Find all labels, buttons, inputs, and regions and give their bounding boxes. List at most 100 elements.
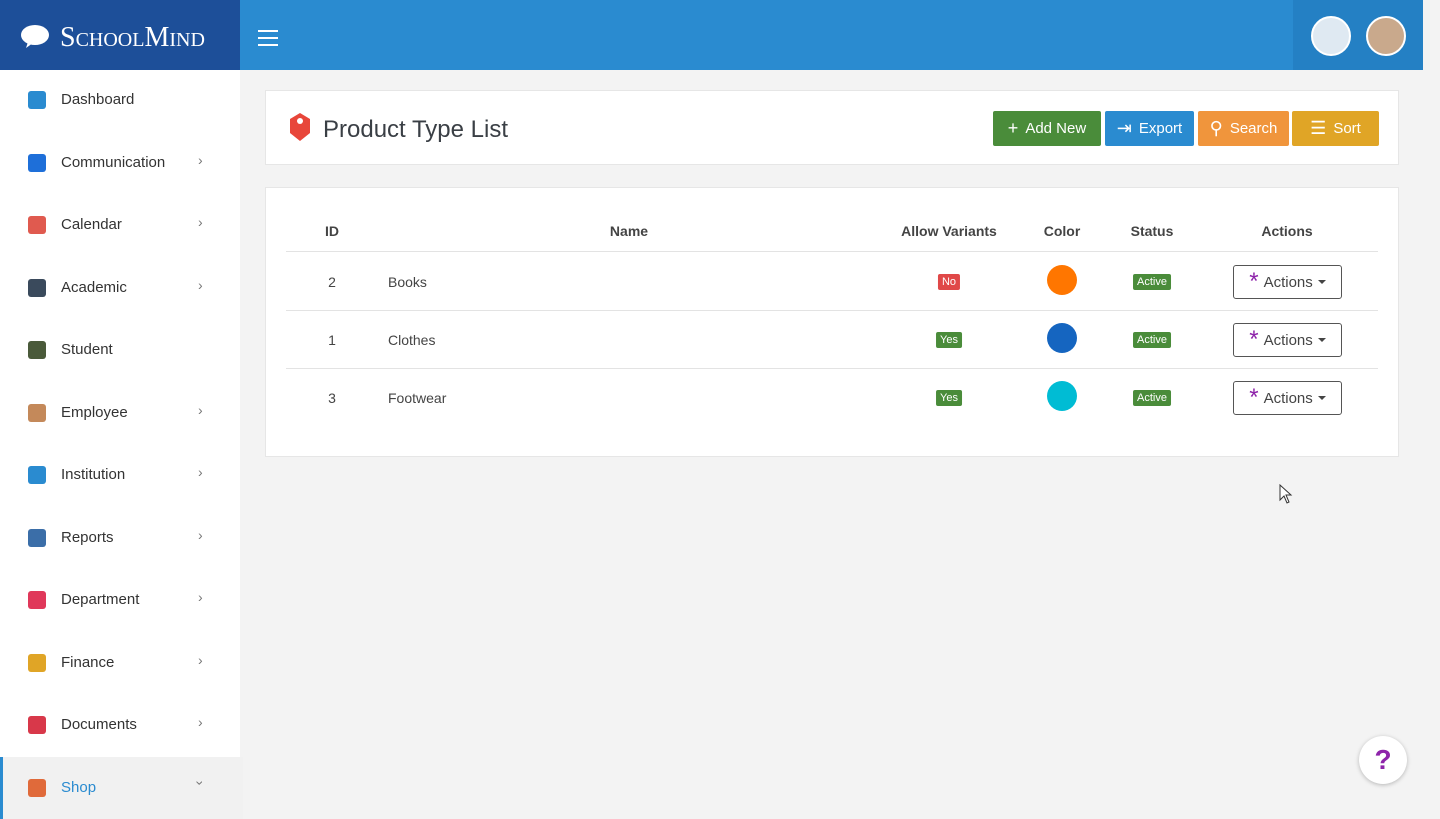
actions-label: Actions [1263,273,1313,291]
nav-icon [28,153,46,172]
nav-icon [28,91,46,109]
nav-label: Finance [61,653,115,671]
button-label: Search [1229,120,1278,137]
button-icon: ⇥ [1116,118,1132,138]
help-button[interactable]: ? [1359,736,1407,784]
button-icon: ⚲ [1209,118,1223,138]
status-badge: Active [1133,390,1171,406]
caret [1317,396,1326,400]
table-card: ID Name Allow Variants Color Status Actions 2 B… [265,187,1399,457]
actions-dropdown[interactable]: * Actions [1233,381,1342,415]
cell-name: Books [388,274,427,290]
nav-icon [28,403,46,422]
nav-icon [28,591,46,609]
nav-item[interactable]: Institution › [0,444,240,506]
variants-badge: Yes [936,332,962,348]
nav-icon [28,278,46,297]
nav-chevron: › [198,276,203,293]
color-swatch [1047,381,1077,411]
actions-dropdown[interactable]: * Actions [1233,323,1342,357]
button-label: Export [1138,120,1183,137]
title-icon [290,113,310,141]
cell-name: Footwear [388,390,447,406]
button-label: Sort [1333,120,1361,137]
nav-label: Shop [61,778,97,796]
nav-label: Department [61,591,140,608]
nav-item[interactable]: Finance › [0,632,240,694]
nav-label: Academic [61,278,127,296]
row-rule [286,368,1378,369]
nav-chevron: › [198,401,203,418]
nav-icon [28,341,46,359]
school-avatar[interactable] [1311,16,1351,56]
nav-label: Dashboard [61,91,135,108]
status-badge: Active [1133,274,1171,290]
sidebar: Dashboard Communication › Calendar › Academic… [0,69,243,819]
user-avatar[interactable] [1366,16,1406,56]
status-badge: Active [1133,332,1171,348]
nav-chevron: › [198,464,203,480]
nav-item[interactable]: Employee › [0,382,240,444]
nav-label: Student [61,341,113,358]
variants-badge: Yes [936,390,962,406]
cursor [1279,484,1293,504]
nav-item[interactable]: Reports › [0,507,240,569]
nav-chevron: › [198,714,203,730]
nav-chevron: › [198,589,203,605]
column-header: Actions [1261,223,1313,239]
nav-chevron: › [192,780,209,785]
nav-item[interactable]: Shop › [0,756,243,819]
column-header: Name [609,223,649,239]
button-icon: + [1007,118,1019,138]
action-button[interactable]: ⇥ Export [1105,111,1194,146]
cell-name: Clothes [388,332,436,348]
brand: SchoolMind [60,22,205,53]
column-header: ID [325,223,339,239]
nav-icon [28,653,46,672]
column-header: Color [1043,223,1081,239]
nav-item[interactable]: Calendar › [0,194,240,256]
nav-item[interactable]: Communication › [0,132,240,194]
header-rule [286,251,1378,252]
color-swatch [1047,265,1077,295]
nav-icon [28,466,46,484]
action-button[interactable]: + Add New [993,111,1101,146]
caret [1317,338,1326,342]
nav-label: Reports [61,528,114,546]
logo-icon [21,25,49,48]
nav-label: Communication [61,153,166,171]
nav-chevron: › [198,651,203,668]
cell-id: 3 [328,390,336,406]
cell-id: 1 [328,332,336,348]
nav-icon [28,778,46,797]
actions-label: Actions [1263,331,1313,349]
cell-id: 2 [328,274,336,290]
logo: SchoolMind [0,0,240,70]
action-button[interactable]: ☰ Sort [1292,111,1379,146]
actions-label: Actions [1263,389,1313,407]
color-swatch [1047,323,1077,353]
button-label: Add New [1025,120,1087,137]
page-title: Product Type List [323,116,508,143]
nav-item[interactable]: Department › [0,569,240,631]
page-header: Product Type List + Add New ⇥ Export ⚲ Search… [265,90,1399,165]
nav-item[interactable]: Student [0,319,240,381]
actions-icon: * [1249,384,1259,411]
nav-item[interactable]: Academic › [0,257,240,319]
nav-chevron: › [198,526,203,543]
nav-item[interactable]: Documents › [0,694,240,756]
action-button[interactable]: ⚲ Search [1198,111,1289,146]
nav-label: Calendar [61,216,122,233]
actions-dropdown[interactable]: * Actions [1233,265,1342,299]
row-rule [286,310,1378,311]
nav-item[interactable]: Dashboard [0,69,240,131]
menu-toggle[interactable] [258,29,279,46]
caret [1317,280,1326,284]
nav-label: Institution [61,466,126,483]
nav-chevron: › [198,214,203,230]
nav-icon [28,716,46,734]
column-header: Status [1130,223,1174,239]
nav-label: Documents [61,716,137,733]
actions-icon: * [1249,268,1259,295]
